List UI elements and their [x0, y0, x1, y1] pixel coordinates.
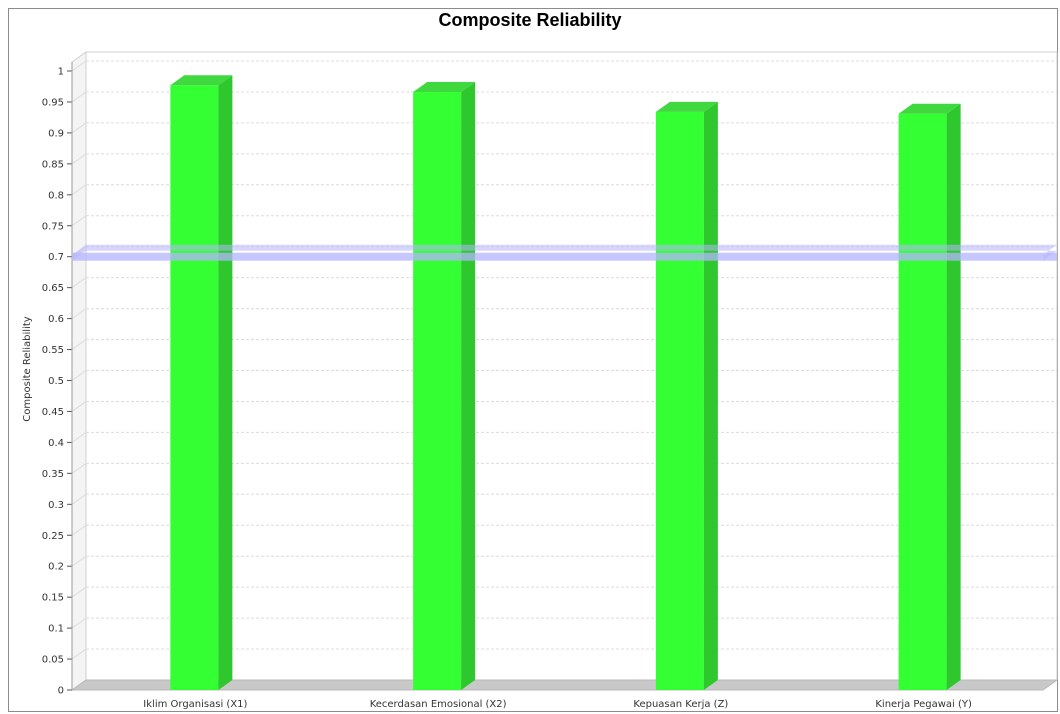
x-tick-label: Iklim Organisasi (X1) — [143, 699, 247, 710]
bar-side — [946, 103, 961, 690]
bar-top — [413, 82, 476, 93]
y-tick-label: 0.4 — [48, 438, 64, 449]
bar-side — [703, 101, 718, 690]
gridline-side — [71, 648, 87, 660]
y-tick-label: 0.7 — [48, 252, 64, 263]
gridline-side — [71, 184, 87, 196]
y-tick-label: 0.55 — [42, 345, 64, 356]
chart-title: Composite Reliability — [438, 10, 622, 30]
bar-top — [898, 103, 961, 114]
y-tick-label: 0.5 — [48, 376, 64, 387]
bar-front — [898, 113, 947, 690]
bar — [170, 75, 233, 690]
x-tick-label: Kepuasan Kerja (Z) — [633, 699, 728, 710]
x-tick-label: Kecerdasan Emosional (X2) — [370, 699, 507, 710]
gridline-side — [71, 431, 87, 443]
y-tick-label: 0.45 — [42, 407, 64, 418]
gridline-side — [71, 91, 87, 103]
y-tick-label: 0.2 — [48, 562, 64, 573]
threshold-layer — [72, 244, 1057, 261]
threshold-band — [72, 244, 1057, 261]
y-tick-label: 0.6 — [48, 314, 64, 325]
y-axis-title: Composite Reliability — [22, 316, 33, 421]
bar-side — [461, 82, 476, 690]
bar — [898, 103, 961, 690]
gridline-side — [71, 586, 87, 598]
y-tick-label: 0.9 — [48, 128, 64, 139]
gridline-side — [71, 370, 87, 381]
bar-front — [655, 111, 704, 690]
x-tick-label: Kinerja Pegawai (Y) — [875, 699, 972, 710]
gridline-side — [71, 339, 87, 350]
bar — [655, 101, 718, 690]
label-layer: 0 0.05 0.1 0.15 0.2 0.25 0.3 0.35 0.4 0.45 0.5 0.55… — [42, 67, 972, 711]
y-tick-label: 0 — [58, 686, 64, 697]
bar-front — [413, 92, 462, 690]
y-tick-label: 0.75 — [42, 221, 64, 232]
bar-top — [655, 101, 718, 112]
gridline-side — [71, 60, 87, 72]
gridline-side — [71, 308, 87, 320]
gridline-side — [71, 153, 87, 165]
gridline-side — [71, 555, 87, 567]
axis-layer — [67, 62, 73, 691]
y-tick-label: 0.65 — [42, 283, 64, 294]
threshold-line — [72, 252, 1057, 261]
y-tick-label: 0.95 — [42, 97, 64, 108]
y-tick-label: 0.3 — [48, 500, 64, 511]
gridline-side — [71, 215, 87, 227]
y-tick-label: 0.85 — [42, 159, 64, 170]
y-tick-label: 0.35 — [42, 469, 64, 480]
y-tick-label: 0.25 — [42, 531, 64, 542]
bar-top — [170, 75, 233, 86]
left-wall — [71, 51, 87, 691]
y-tick-label: 1 — [58, 67, 64, 78]
gridline-side — [71, 401, 87, 412]
gridline-side — [71, 462, 87, 474]
y-tick-label: 0.05 — [42, 655, 64, 666]
gridline-side — [71, 277, 87, 289]
bar-side — [218, 75, 233, 690]
gridline-side — [71, 524, 87, 536]
floor — [70, 679, 1059, 691]
gridline-side — [71, 122, 87, 134]
gridline-side — [71, 617, 87, 629]
bar — [413, 82, 476, 690]
bar-front — [170, 85, 219, 690]
y-tick-label: 0.8 — [48, 190, 64, 201]
gridline-side — [71, 493, 87, 505]
y-tick-label: 0.1 — [48, 624, 64, 635]
y-tick-label: 0.15 — [42, 593, 64, 604]
